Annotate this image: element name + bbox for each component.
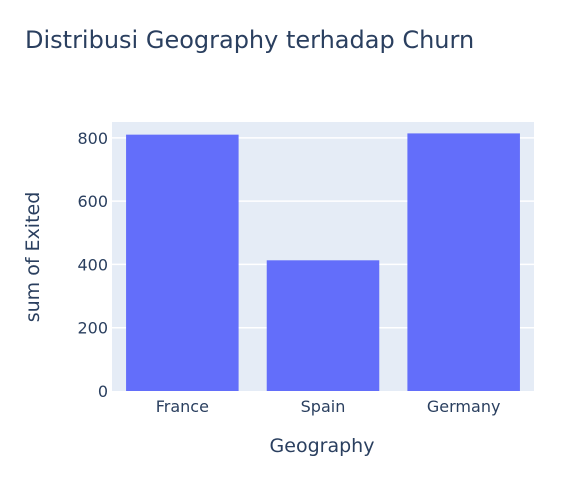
y-axis-title: sum of Exited [22,192,44,323]
x-tick-label: Germany [427,397,501,416]
y-tick-label: 400 [77,255,108,274]
y-tick-labels: 0 200 400 600 800 [77,129,108,401]
y-tick-label: 0 [98,382,108,401]
bar-spain[interactable] [266,260,380,391]
y-tick-label: 200 [77,319,108,338]
x-axis-title: Geography [270,435,375,457]
bar-france[interactable] [126,134,239,392]
y-tick-label: 600 [77,192,108,211]
x-tick-label: Spain [301,397,346,416]
x-tick-labels: France Spain Germany [156,397,501,416]
x-tick-label: France [156,397,209,416]
bar-germany[interactable] [407,133,520,391]
bars [126,133,520,392]
y-tick-label: 800 [77,129,108,148]
chart-title: Distribusi Geography terhadap Churn [25,26,474,54]
